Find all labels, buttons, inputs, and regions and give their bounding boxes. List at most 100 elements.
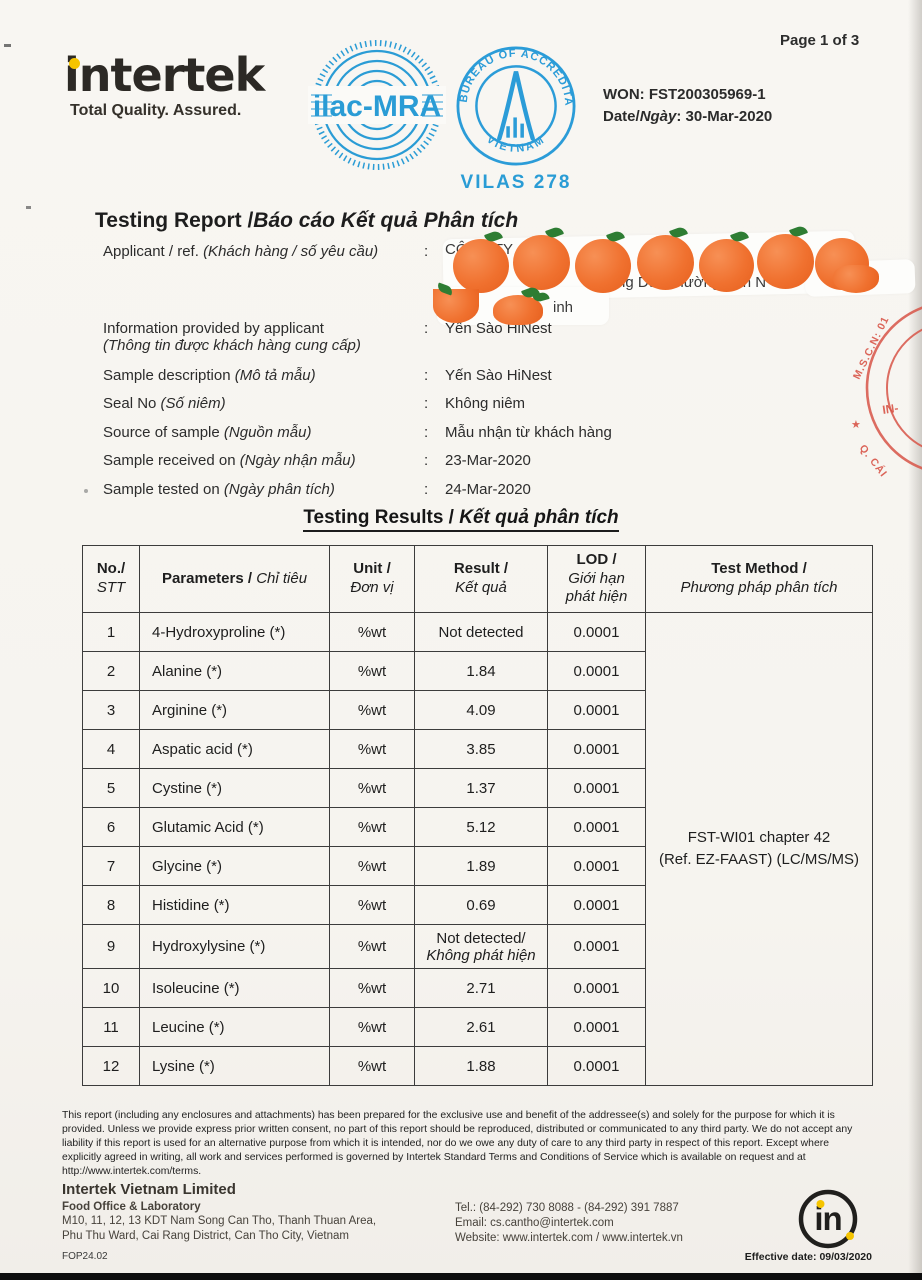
won-block: WON: FST200305969-1 Date/Ngày: 30-Mar-20… (603, 84, 772, 128)
method-line1: FST-WI01 chapter 42 (687, 828, 831, 846)
bureau-of-accreditation-logo: BUREAU OF ACCREDITATION VIETNAM (445, 31, 582, 177)
table-row: 12 Lysine (*) %wt 1.88 0.0001 (82, 1046, 873, 1086)
applicant-label-vi: (Khách hàng / số yêu cầu) (203, 243, 379, 260)
colon: : (424, 424, 429, 441)
contact-block: Tel.: (84-292) 730 8088 - (84-292) 391 7… (455, 1201, 683, 1246)
cell-lod: 0.0001 (547, 651, 646, 691)
table-row: 2 Alanine (*) %wt 1.84 0.0001 (82, 651, 873, 691)
method-line2: (Ref. EZ-FAAST) (LC/MS/MS) (658, 851, 859, 868)
info-label: Sample tested on (Ngày phân tích) (103, 481, 424, 498)
colon: : (424, 320, 429, 337)
info-label: Seal No (Số niêm) (103, 395, 424, 412)
ilac-mra-logo: ilac-MRA (308, 36, 446, 179)
cell-parameter: Arginine (*) (139, 690, 330, 730)
cell-lod: 0.0001 (547, 1046, 646, 1086)
cell-no: 7 (82, 846, 140, 886)
info-label-en: Source of sample (103, 424, 224, 441)
date-label-vi: Ngày (639, 108, 677, 125)
won-number: WON: FST200305969-1 (603, 86, 766, 103)
disclaimer-text: This report (including any enclosures an… (62, 1110, 853, 1177)
results-heading: Testing Results / Kết quả phân tích (0, 507, 922, 532)
stamp-star: ★ (851, 419, 861, 431)
info-value: Không niêm (445, 395, 526, 412)
colon: : (424, 367, 429, 384)
colon: : (424, 481, 429, 498)
cell-lod: 0.0001 (547, 1007, 646, 1047)
table-row: 3 Arginine (*) %wt 4.09 0.0001 (82, 690, 873, 730)
info-label: Sample description (Mô tả mẫu) (103, 367, 424, 384)
cell-result: 4.09 (414, 690, 548, 730)
result-text: Not detected/ (436, 929, 526, 947)
cell-result: 1.88 (414, 1046, 548, 1086)
info-value: 24-Mar-2020 (445, 481, 531, 498)
info-row: Sample description (Mô tả mẫu) : Yến Sào… (103, 367, 552, 384)
col-result-en: Result / (453, 560, 509, 578)
intertek-logo: intertek Total Quality. Assured. (64, 52, 274, 120)
cell-test-method: FST-WI01 chapter 42 (Ref. EZ-FAAST) (LC/… (645, 612, 873, 1086)
cell-parameter: Glycine (*) (139, 846, 330, 886)
col-result: Result / Kết quả (414, 545, 548, 613)
result-text: Not detected (438, 623, 524, 641)
info-label: Information provided by applicant (Thông … (103, 320, 424, 354)
red-stamp: M.S.C.N: 01 IN- ★ Q. CÁI (841, 296, 922, 487)
info-label-vi: (Mô tả mẫu) (234, 367, 316, 384)
results-heading-en: Testing Results / (303, 507, 460, 528)
report-date: Date/Ngày: 30-Mar-2020 (603, 106, 772, 128)
cell-lod: 0.0001 (547, 612, 646, 652)
orange-sticker-icon (433, 289, 479, 323)
info-value: Yến Sào HiNest (445, 367, 552, 384)
info-label-en: Sample received on (103, 452, 240, 469)
stamp-text-fragment: IN- (881, 401, 899, 417)
colon: : (424, 452, 429, 469)
cell-lod: 0.0001 (547, 885, 646, 925)
applicant-label-en: Applicant / ref. (103, 243, 204, 260)
scan-bottom-bar (0, 1273, 922, 1280)
cell-no: 9 (82, 924, 140, 969)
orange-sticker-icon (833, 265, 879, 293)
cell-unit: %wt (329, 924, 415, 969)
table-header-row: No./STT Parameters / Chỉ tiêu Unit / Đơn … (82, 545, 873, 613)
table-row: 9 Hydroxylysine (*) %wt Not detected/ Kh… (82, 924, 873, 969)
cell-lod: 0.0001 (547, 729, 646, 769)
cell-unit: %wt (329, 807, 415, 847)
col-unit: Unit / Đơn vị (329, 545, 415, 613)
orange-sticker-icon (453, 239, 509, 293)
scan-artifact (84, 489, 88, 493)
table-row: 7 Glycine (*) %wt 1.89 0.0001 (82, 846, 873, 886)
cell-no: 12 (82, 1046, 140, 1086)
cell-result: Not detected (414, 612, 548, 652)
col-no: No./STT (82, 545, 140, 613)
cell-result: Not detected/ Không phát hiện (414, 924, 548, 969)
orange-sticker-icon (699, 239, 754, 292)
cell-result: 1.84 (414, 651, 548, 691)
stamp-text-fragment: Q. CÁI (857, 442, 891, 480)
company-block: Intertek Vietnam Limited Food Office & L… (62, 1181, 376, 1244)
cell-no: 8 (82, 885, 140, 925)
orange-sticker-icon (575, 239, 631, 293)
cell-lod: 0.0001 (547, 924, 646, 969)
cell-parameter: Aspatic acid (*) (139, 729, 330, 769)
info-row: Information provided by applicant (Thông … (103, 320, 552, 354)
orange-sticker-icon (513, 235, 570, 290)
form-code: FOP24.02 (62, 1251, 108, 1262)
col-method-vi: Phương pháp phân tích (680, 579, 838, 596)
ilac-mra-text: ilac-MRA (313, 90, 441, 123)
cell-parameter: Isoleucine (*) (139, 968, 330, 1008)
cell-no: 10 (82, 968, 140, 1008)
col-lod: LOD / Giới hạn phát hiện (547, 545, 646, 613)
col-no-en: No./ (96, 560, 126, 578)
results-heading-vi: Kết quả phân tích (459, 507, 619, 528)
applicant-label: Applicant / ref. (Khách hàng / số yêu cầ… (103, 243, 424, 260)
col-result-vi: Kết quả (455, 579, 507, 596)
cell-parameter: Leucine (*) (139, 1007, 330, 1047)
col-param-vi: Chỉ tiêu (256, 569, 308, 587)
orange-sticker-icon (637, 235, 694, 290)
cell-no: 4 (82, 729, 140, 769)
intertek-wordmark-text: intertek (64, 48, 265, 102)
orange-sticker-icon (757, 234, 814, 289)
cell-unit: %wt (329, 1007, 415, 1047)
colon: : (424, 395, 429, 412)
vilas-label: VILAS 278 (460, 172, 572, 193)
cell-parameter: 4-Hydroxyproline (*) (139, 612, 330, 652)
